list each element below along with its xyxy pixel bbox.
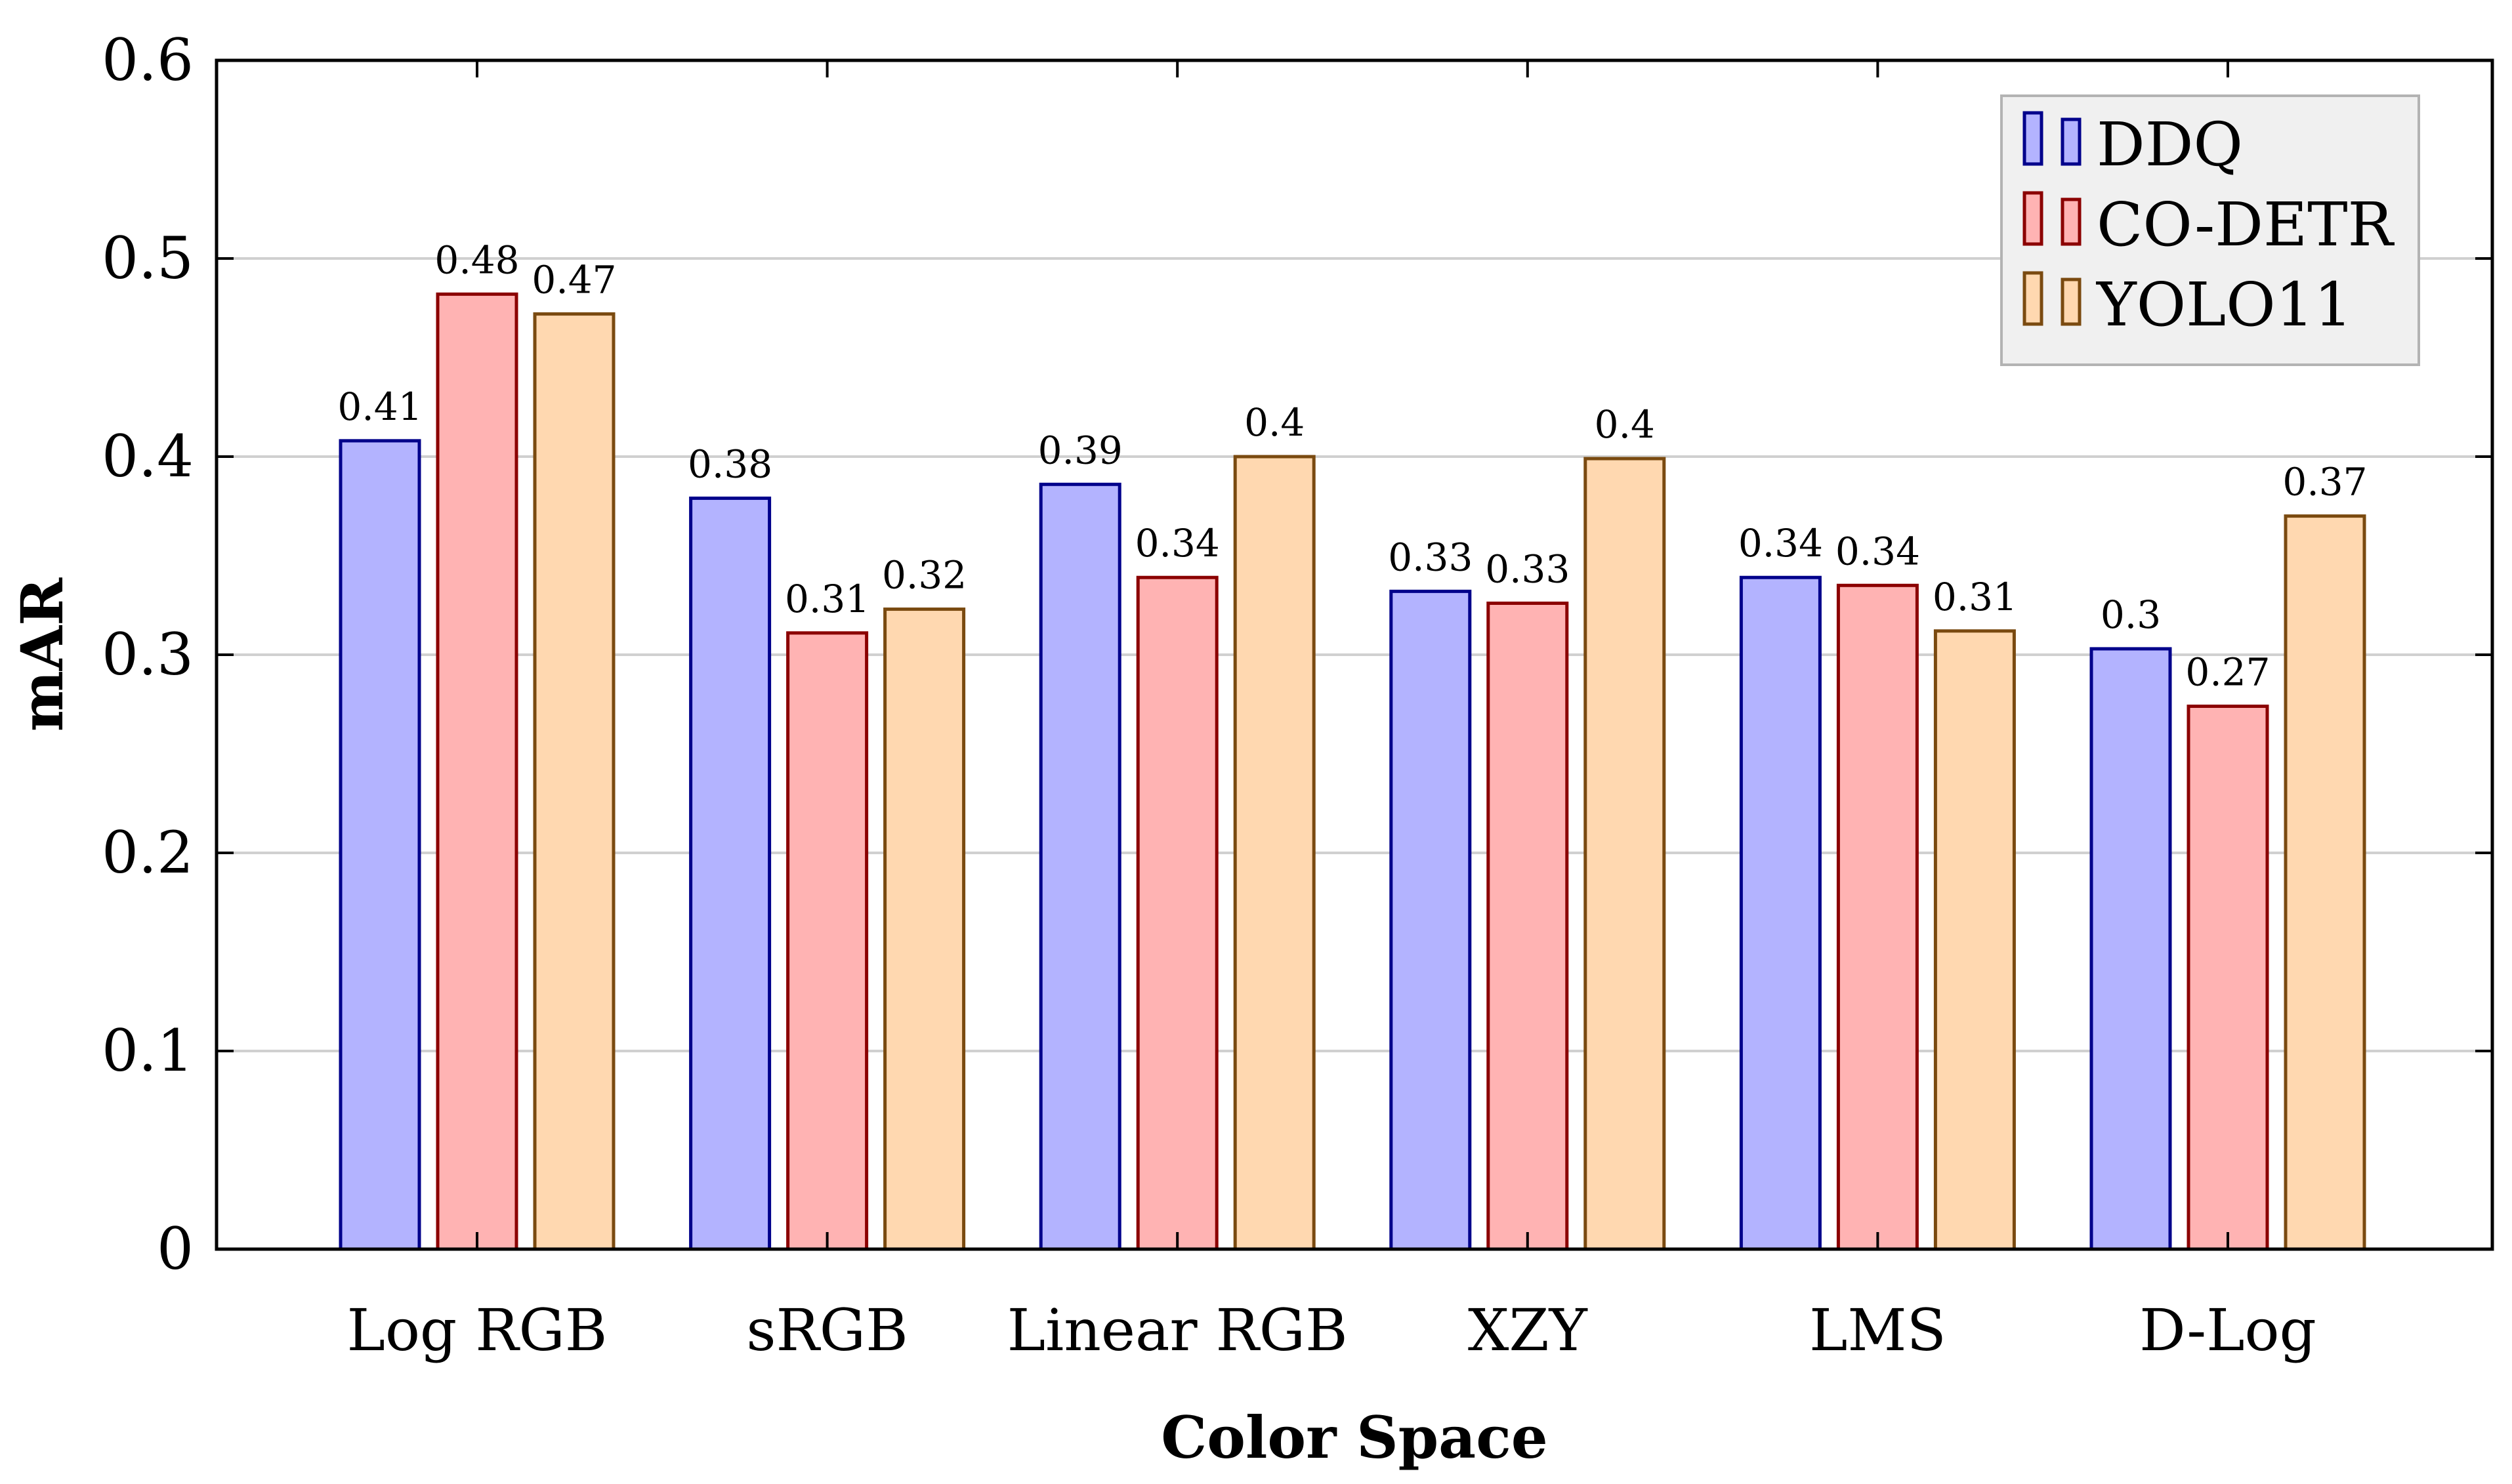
x-tick-label: D-Log: [2139, 1296, 2316, 1364]
x-tick-label: sRGB: [746, 1296, 908, 1364]
legend-swatch: [2022, 191, 2043, 246]
bar-ddq: [2089, 647, 2172, 1251]
data-label: 0.4: [1244, 400, 1305, 445]
legend-label: YOLO11: [2095, 270, 2353, 340]
bar-ddq: [1039, 482, 1121, 1251]
data-label: 0.33: [1485, 546, 1570, 591]
bar-co-detr: [1836, 583, 1919, 1251]
legend-swatch: [2022, 271, 2043, 326]
data-label: 0.47: [532, 258, 616, 302]
data-label: 0.37: [2282, 460, 2367, 505]
data-label: 0.48: [434, 237, 519, 282]
value-labels: 0.41 0.48 0.47 0.38 0.31 0.32 0.39 0.34 0.4 0.33 0…: [337, 237, 2367, 694]
bar-yolo11: [2284, 514, 2366, 1251]
y-tick-label: 0.3: [102, 621, 194, 688]
bar-yolo11: [1233, 455, 1316, 1251]
y-axis-title: mAR: [8, 577, 76, 732]
bar-yolo11: [883, 608, 966, 1251]
x-tick-label: LMS: [1809, 1296, 1946, 1364]
bar-ddq: [1739, 575, 1822, 1251]
y-tick-label: 0.1: [102, 1017, 194, 1084]
bar-co-detr: [2187, 705, 2269, 1251]
bars: [339, 292, 2366, 1251]
y-tick-label: 0.4: [102, 423, 194, 490]
legend-swatch: [2061, 117, 2082, 166]
bar-yolo11: [533, 312, 616, 1251]
bar-co-detr: [1136, 575, 1219, 1251]
data-label: 0.39: [1038, 428, 1123, 472]
data-label: 0.33: [1388, 535, 1473, 579]
data-label: 0.41: [337, 384, 422, 429]
bar-yolo11: [1933, 629, 2016, 1251]
bar-ddq: [1389, 589, 1472, 1251]
data-label: 0.4: [1595, 402, 1655, 447]
data-label: 0.31: [785, 577, 869, 621]
bar-ddq: [339, 439, 421, 1251]
legend-label: DDQ: [2097, 110, 2243, 180]
legend-swatch: [2061, 278, 2082, 326]
y-tick-label: 0.6: [102, 26, 194, 94]
data-label: 0.3: [2101, 592, 2161, 637]
bar-ddq: [689, 496, 772, 1251]
x-axis-title: Color Space: [1161, 1403, 1548, 1472]
bar-co-detr: [436, 292, 518, 1251]
y-tick-label: 0.2: [102, 819, 194, 886]
y-tick-label: 0.5: [102, 224, 194, 292]
legend-label: CO-DETR: [2097, 190, 2395, 260]
data-label: 0.31: [1933, 575, 2017, 619]
bar-yolo11: [1583, 457, 1666, 1251]
x-tick-label: Linear RGB: [1007, 1296, 1348, 1364]
y-tick-label: 0: [157, 1215, 194, 1283]
data-label: 0.34: [1135, 521, 1220, 566]
legend-swatch: [2022, 111, 2043, 166]
x-tick-label: Log RGB: [347, 1296, 608, 1364]
data-label: 0.34: [1835, 529, 1920, 573]
legend: DDQ CO-DETR YOLO11: [2000, 94, 2420, 366]
bar-co-detr: [786, 631, 869, 1251]
legend-swatch: [2061, 197, 2082, 246]
data-label: 0.32: [882, 553, 967, 598]
data-label: 0.38: [688, 442, 772, 486]
axis-ticks: 0 0.1 0.2 0.3 0.4 0.5 0.6 Log RGB sRGB Linear RGB…: [102, 26, 2492, 1364]
data-label: 0.34: [1738, 521, 1823, 566]
x-tick-label: XZY: [1468, 1296, 1588, 1364]
data-label: 0.27: [2185, 650, 2270, 695]
bar-co-detr: [1486, 601, 1569, 1251]
